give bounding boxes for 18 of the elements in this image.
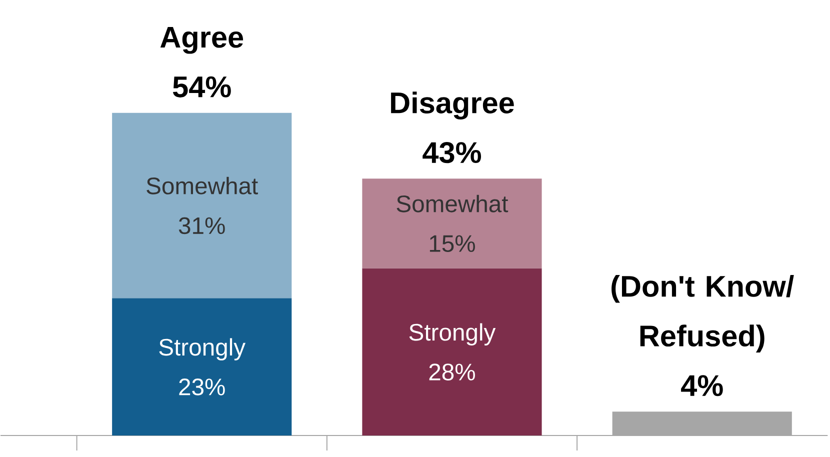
text: Strongly <box>409 323 496 346</box>
text: Somewhat <box>146 176 258 194</box>
x-tick-label: Disagree <box>391 91 514 120</box>
bar <box>112 112 292 298</box>
bar <box>362 178 542 268</box>
data-label: 28% <box>429 363 475 380</box>
data-label: 15% <box>430 235 475 252</box>
series-label: Somewhat <box>396 194 508 212</box>
total-label: 4% <box>681 375 723 396</box>
x-tick-label: Agree <box>160 26 244 54</box>
bar <box>362 268 542 436</box>
data-label: 23% <box>179 378 225 396</box>
bar <box>112 298 292 436</box>
series-label: Strongly <box>159 338 246 360</box>
total-label: 54% <box>172 76 231 98</box>
data-label: 31% <box>178 217 225 234</box>
total-label: 43% <box>422 142 482 164</box>
x-tick-label: (Don't Know/ Refused) <box>612 274 794 352</box>
